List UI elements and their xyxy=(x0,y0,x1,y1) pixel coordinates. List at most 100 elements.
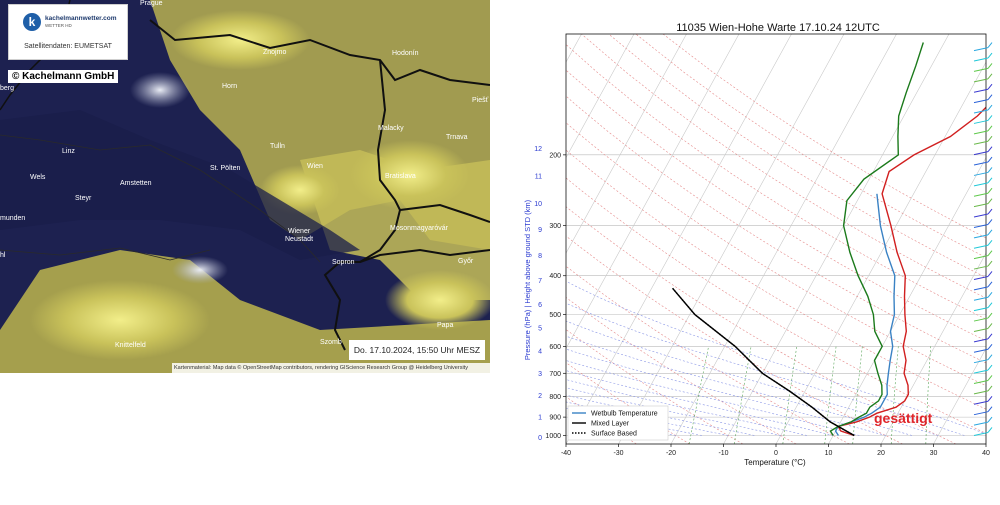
height-tick-label: 4 xyxy=(538,349,542,356)
wind-barb-flag xyxy=(987,198,993,204)
isotherm xyxy=(566,34,687,254)
city-label: Linz xyxy=(62,148,75,155)
dry-adiabat xyxy=(566,69,986,342)
wind-barb-flag xyxy=(987,239,993,246)
city-label: Wels xyxy=(30,174,46,181)
timestamp-label: Do. 17.10.2024, 15:50 Uhr MESZ xyxy=(349,340,485,360)
wind-barb-flag xyxy=(987,260,993,267)
legend-entry: Mixed Layer xyxy=(591,421,630,428)
city-label: Papa xyxy=(437,322,453,329)
wind-barb-flag xyxy=(987,343,993,350)
wind-barb xyxy=(973,338,989,343)
city-label: St. Pölten xyxy=(210,165,240,172)
wind-barb-flag xyxy=(987,187,993,194)
isotherm xyxy=(933,347,986,444)
chart-title: 11035 Wien-Hohe Warte 17.10.24 12UTC xyxy=(676,22,880,34)
wind-barb-flag xyxy=(987,83,993,90)
moist-adiabat xyxy=(566,320,939,436)
wind-barb-flag xyxy=(987,250,993,256)
wind-barb-flag xyxy=(987,42,993,48)
wind-barb xyxy=(973,182,989,187)
city-label: Hodonín xyxy=(392,50,419,57)
wind-barb xyxy=(973,223,989,228)
chart-legend: Wetbulb Temperature Mixed Layer Surface … xyxy=(567,405,669,441)
wind-barb xyxy=(973,400,989,405)
height-tick-label: 7 xyxy=(538,278,542,285)
wind-barb-flag xyxy=(987,281,993,288)
wind-barb xyxy=(973,67,989,72)
wind-barb xyxy=(973,359,989,364)
wind-barb xyxy=(973,140,989,145)
city-label: Trnava xyxy=(446,134,468,141)
dry-adiabat xyxy=(566,95,986,364)
wind-barb xyxy=(973,203,989,208)
height-tick-label: 5 xyxy=(538,326,542,333)
height-tick-label: 9 xyxy=(538,227,542,234)
y-tick-label: 600 xyxy=(549,344,561,351)
wind-barb-flag xyxy=(987,146,993,152)
x-tick-label: 30 xyxy=(930,450,938,457)
wind-barb xyxy=(973,161,989,166)
wind-barb-flag xyxy=(987,177,993,184)
height-tick-label: 0 xyxy=(538,435,542,442)
wind-barb xyxy=(973,234,989,239)
city-label: Malacky xyxy=(378,125,404,132)
mixing-ratio-line xyxy=(782,346,798,444)
mixing-ratio-line xyxy=(852,346,863,444)
wind-barb xyxy=(973,213,989,218)
isotherm xyxy=(670,34,897,444)
wind-barb xyxy=(973,171,989,176)
legend-entry: Wetbulb Temperature xyxy=(591,411,658,418)
dry-adiabat xyxy=(566,396,637,444)
isotherm xyxy=(566,34,792,444)
saturated-annotation: gesättigt xyxy=(874,410,933,426)
isotherm xyxy=(775,61,986,444)
city-label: Prague xyxy=(140,0,163,7)
dry-adiabat xyxy=(566,44,986,320)
isotherm xyxy=(985,443,986,444)
city-label: Tulln xyxy=(270,143,285,150)
city-label: Knittelfeld xyxy=(115,342,146,349)
x-tick-label: 20 xyxy=(877,450,885,457)
wind-barb xyxy=(973,151,989,156)
wind-barb-flag xyxy=(987,229,993,236)
wind-barb xyxy=(973,307,989,312)
city-label: Wien xyxy=(307,163,323,170)
y-tick-label: 400 xyxy=(549,273,561,280)
city-label: Sopron xyxy=(332,259,355,266)
wind-barb xyxy=(973,296,989,301)
height-tick-label: 3 xyxy=(538,371,542,378)
city-label: Wiener xyxy=(288,228,311,235)
satellite-map-panel: Prague Znojmo Hodonín Horn Linz Wels Ste… xyxy=(0,0,490,373)
moist-adiabat xyxy=(566,379,807,436)
x-tick-label: -40 xyxy=(561,450,571,457)
wind-barb-flag xyxy=(987,167,993,173)
mixing-ratio-line xyxy=(824,346,837,444)
map-attribution[interactable]: Kartenmaterial: Map data © OpenStreetMap… xyxy=(172,363,490,373)
dry-adiabat xyxy=(566,297,797,444)
legend-entry: Surface Based xyxy=(591,431,637,438)
mixing-ratio-line xyxy=(688,346,709,444)
wind-barb-flag xyxy=(987,395,993,402)
wind-barb xyxy=(973,432,989,436)
city-label: Amstetten xyxy=(120,180,152,187)
wind-barb xyxy=(973,390,989,395)
brand-logo[interactable]: k kachelmannwetter.com WETTER HD Satelli… xyxy=(8,4,128,60)
isotherm xyxy=(828,157,986,444)
wind-barb-flag xyxy=(987,427,993,433)
wind-barb-flag xyxy=(987,73,993,80)
height-tick-label: 8 xyxy=(538,253,542,260)
city-label: munden xyxy=(0,215,25,222)
wind-barb xyxy=(973,88,989,93)
logo-brand-text: kachelmannwetter.com xyxy=(45,15,117,22)
x-axis-label: Temperature (°C) xyxy=(744,458,806,467)
wind-barb xyxy=(973,411,989,416)
wind-barb xyxy=(973,286,989,291)
wind-barb-flag xyxy=(987,364,993,371)
height-tick-label: 12 xyxy=(534,146,542,153)
city-label: Bratislava xyxy=(385,173,416,180)
x-tick-label: 0 xyxy=(774,450,778,457)
satellite-credit: Satellitendaten: EUMETSAT xyxy=(24,43,112,50)
y-tick-label: 900 xyxy=(549,415,561,422)
wind-barb xyxy=(973,265,989,270)
